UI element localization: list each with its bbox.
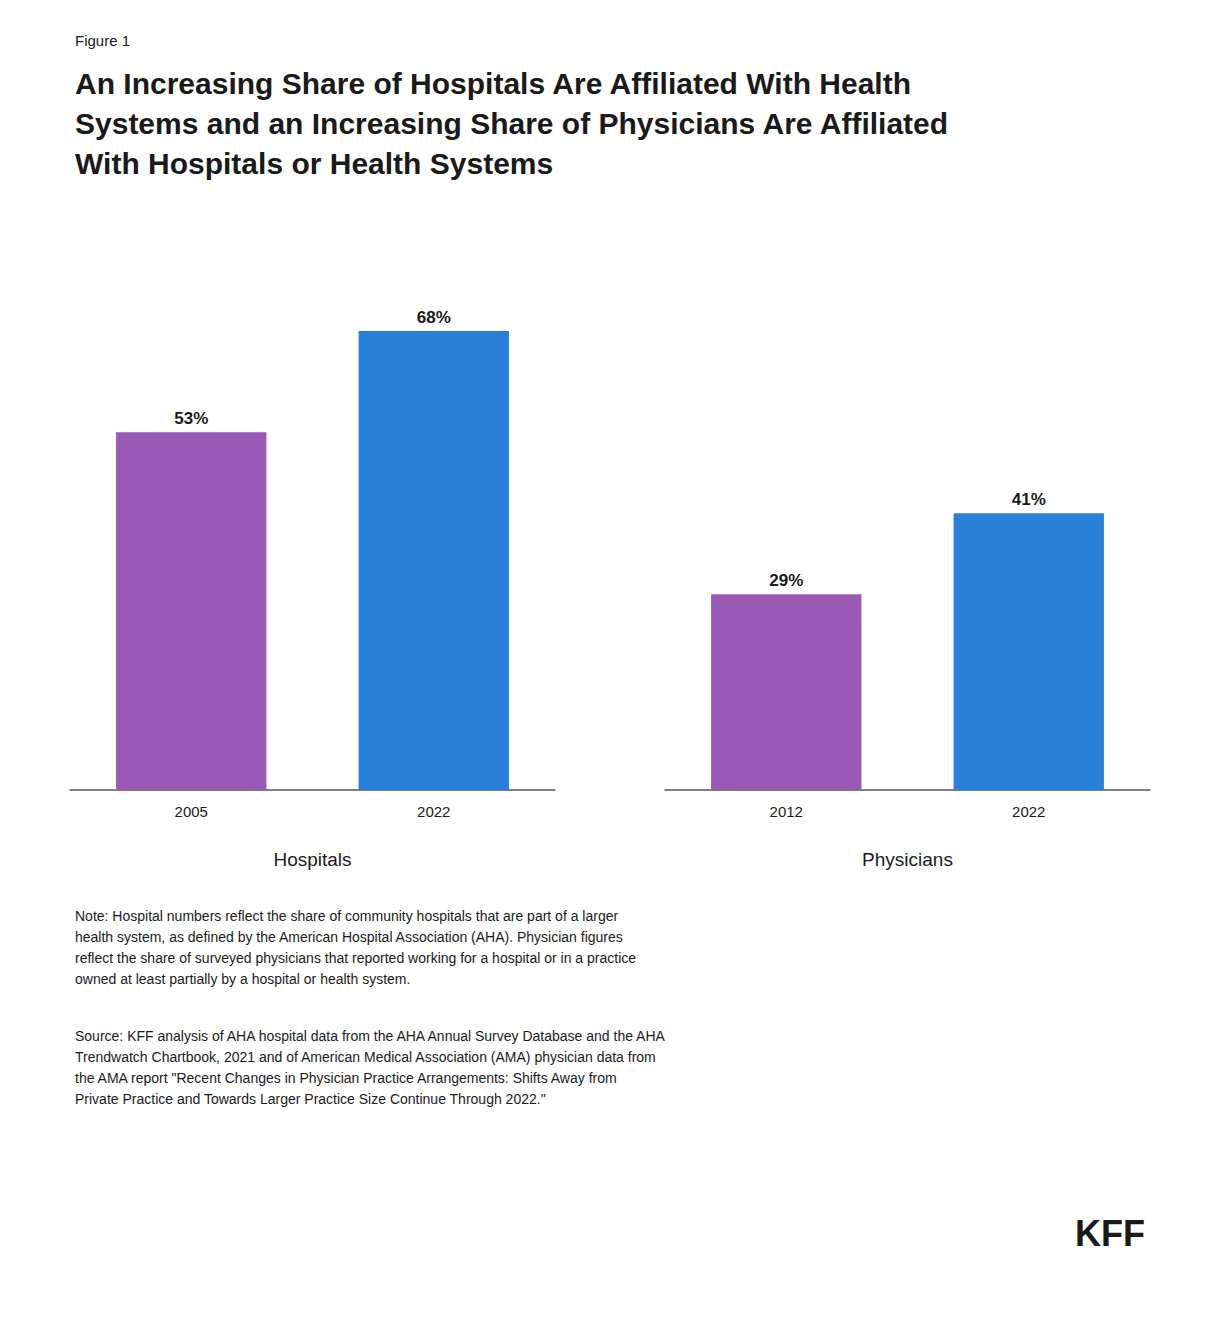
svg-text:53%: 53% <box>174 409 208 428</box>
svg-text:Trendwatch Chartbook, 2021 and: Trendwatch Chartbook, 2021 and of Americ… <box>75 1049 656 1065</box>
svg-text:An Increasing Share of Hospita: An Increasing Share of Hospitals Are Aff… <box>75 67 911 100</box>
svg-text:2005: 2005 <box>175 803 208 820</box>
svg-text:Figure 1: Figure 1 <box>75 32 130 49</box>
svg-text:Physicians: Physicians <box>862 849 953 870</box>
svg-text:owned at least partially by a: owned at least partially by a hospital o… <box>75 971 410 987</box>
svg-text:the AMA report "Recent Changes: the AMA report "Recent Changes in Physic… <box>75 1070 617 1086</box>
svg-text:Source: KFF analysis of AHA ho: Source: KFF analysis of AHA hospital dat… <box>75 1028 666 1044</box>
svg-text:29%: 29% <box>769 571 803 590</box>
svg-text:health system, as defined by t: health system, as defined by the America… <box>75 929 623 945</box>
svg-text:With Hospitals or Health Syste: With Hospitals or Health Systems <box>75 147 553 180</box>
svg-text:KFF: KFF <box>1075 1213 1145 1254</box>
svg-text:reflect the share of surveyed: reflect the share of surveyed physicians… <box>75 950 636 966</box>
svg-text:Systems and an Increasing Shar: Systems and an Increasing Share of Physi… <box>75 107 948 140</box>
svg-text:41%: 41% <box>1012 490 1046 509</box>
svg-text:Private Practice and Towards L: Private Practice and Towards Larger Prac… <box>75 1091 546 1107</box>
svg-text:Note: Hospital numbers reflect: Note: Hospital numbers reflect the share… <box>75 908 618 924</box>
svg-text:2022: 2022 <box>417 803 450 820</box>
svg-text:Hospitals: Hospitals <box>273 849 351 870</box>
svg-text:2012: 2012 <box>770 803 803 820</box>
svg-text:68%: 68% <box>417 308 451 327</box>
svg-text:2022: 2022 <box>1012 803 1045 820</box>
